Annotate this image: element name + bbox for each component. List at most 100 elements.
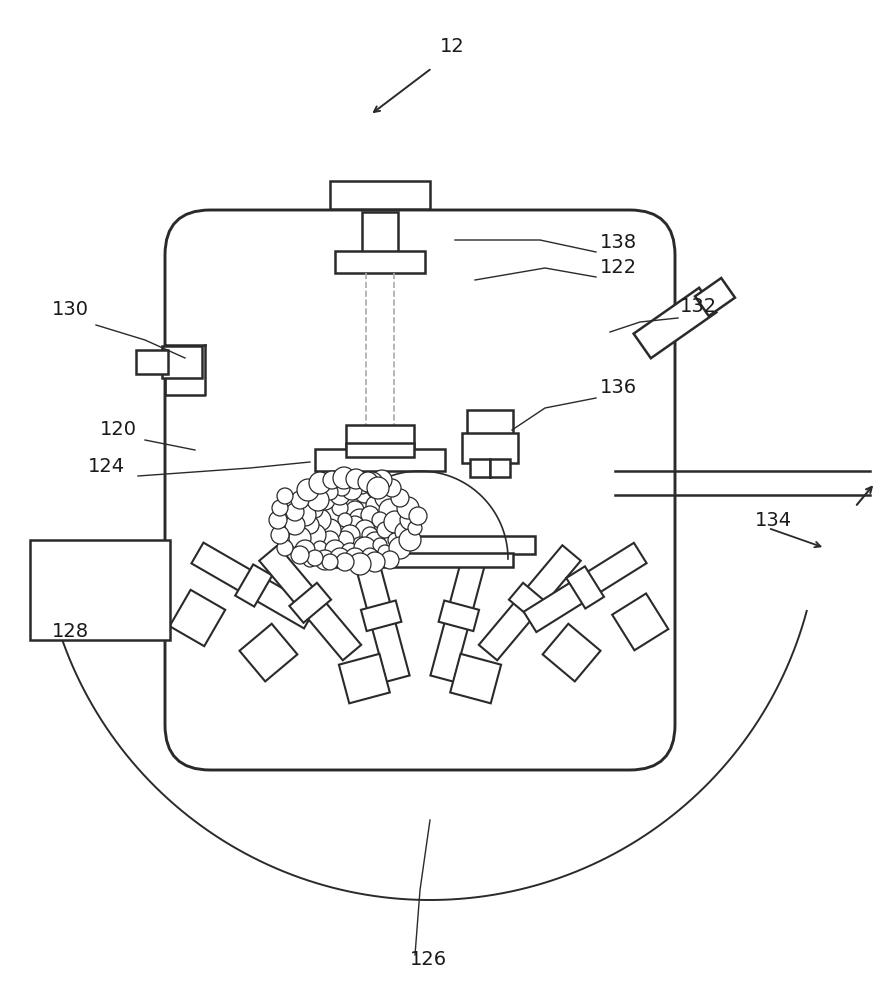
Circle shape — [309, 472, 331, 494]
Circle shape — [321, 531, 339, 549]
Polygon shape — [170, 590, 225, 646]
Circle shape — [322, 554, 338, 570]
Circle shape — [366, 496, 384, 514]
Circle shape — [294, 504, 316, 526]
Circle shape — [346, 469, 366, 489]
Polygon shape — [162, 346, 202, 378]
Circle shape — [277, 488, 293, 504]
Circle shape — [307, 550, 323, 566]
Polygon shape — [470, 459, 490, 477]
Circle shape — [349, 553, 371, 575]
Text: 136: 136 — [600, 378, 637, 397]
Circle shape — [319, 519, 341, 541]
Circle shape — [399, 529, 421, 551]
Circle shape — [373, 538, 387, 552]
Circle shape — [365, 532, 385, 552]
Polygon shape — [451, 654, 502, 703]
Circle shape — [383, 479, 401, 497]
Polygon shape — [259, 545, 361, 660]
Circle shape — [409, 507, 427, 525]
Circle shape — [372, 512, 388, 528]
Circle shape — [388, 533, 402, 547]
Circle shape — [315, 490, 335, 510]
Polygon shape — [490, 459, 510, 477]
Text: 134: 134 — [755, 511, 792, 530]
Circle shape — [309, 509, 331, 531]
Circle shape — [361, 506, 379, 524]
Circle shape — [358, 472, 378, 492]
Circle shape — [313, 541, 327, 555]
Polygon shape — [346, 443, 414, 457]
Circle shape — [346, 501, 364, 519]
Polygon shape — [467, 410, 513, 436]
Text: 128: 128 — [52, 622, 89, 641]
Circle shape — [307, 502, 323, 518]
Circle shape — [334, 480, 350, 496]
Circle shape — [303, 553, 317, 567]
Circle shape — [338, 513, 352, 527]
Circle shape — [333, 467, 355, 489]
Polygon shape — [353, 550, 409, 682]
Circle shape — [378, 545, 392, 559]
Circle shape — [336, 553, 354, 571]
Circle shape — [365, 552, 385, 572]
Circle shape — [322, 484, 338, 500]
Circle shape — [391, 489, 409, 507]
Circle shape — [271, 526, 289, 544]
Circle shape — [400, 510, 420, 530]
Polygon shape — [430, 550, 487, 682]
Circle shape — [342, 480, 362, 500]
Circle shape — [341, 543, 359, 561]
Circle shape — [277, 540, 293, 556]
Polygon shape — [240, 624, 298, 681]
Circle shape — [377, 522, 393, 538]
Circle shape — [295, 540, 315, 560]
Circle shape — [352, 537, 368, 553]
Circle shape — [361, 472, 383, 494]
Text: 132: 132 — [680, 297, 717, 316]
Polygon shape — [191, 543, 316, 628]
Polygon shape — [30, 540, 170, 640]
Circle shape — [354, 537, 376, 559]
Text: 138: 138 — [600, 233, 637, 252]
Circle shape — [395, 522, 415, 542]
Circle shape — [384, 511, 406, 533]
Polygon shape — [339, 654, 390, 703]
Circle shape — [330, 485, 350, 505]
Circle shape — [367, 482, 383, 498]
Polygon shape — [305, 536, 535, 554]
Circle shape — [367, 477, 389, 499]
Polygon shape — [695, 278, 735, 316]
Text: 122: 122 — [600, 258, 637, 277]
Polygon shape — [346, 425, 414, 451]
Text: 120: 120 — [100, 420, 137, 439]
Circle shape — [330, 548, 350, 568]
Circle shape — [381, 551, 399, 569]
Text: 126: 126 — [410, 950, 447, 969]
Circle shape — [272, 500, 288, 516]
Polygon shape — [330, 181, 430, 209]
Circle shape — [345, 548, 365, 568]
Polygon shape — [439, 601, 479, 631]
Circle shape — [307, 489, 329, 511]
Circle shape — [286, 503, 304, 521]
Circle shape — [340, 525, 360, 545]
Circle shape — [297, 479, 319, 501]
Polygon shape — [524, 543, 646, 632]
Circle shape — [346, 516, 364, 534]
Polygon shape — [612, 593, 669, 650]
Polygon shape — [290, 583, 331, 623]
Circle shape — [379, 499, 401, 521]
Polygon shape — [479, 545, 581, 660]
Text: 130: 130 — [52, 300, 89, 319]
Circle shape — [304, 524, 326, 546]
Circle shape — [291, 546, 309, 564]
Polygon shape — [462, 433, 518, 463]
Polygon shape — [362, 212, 398, 252]
Circle shape — [291, 491, 309, 509]
Polygon shape — [335, 251, 425, 273]
Circle shape — [269, 511, 287, 529]
Circle shape — [354, 478, 370, 494]
Circle shape — [336, 531, 354, 549]
Circle shape — [315, 550, 335, 570]
